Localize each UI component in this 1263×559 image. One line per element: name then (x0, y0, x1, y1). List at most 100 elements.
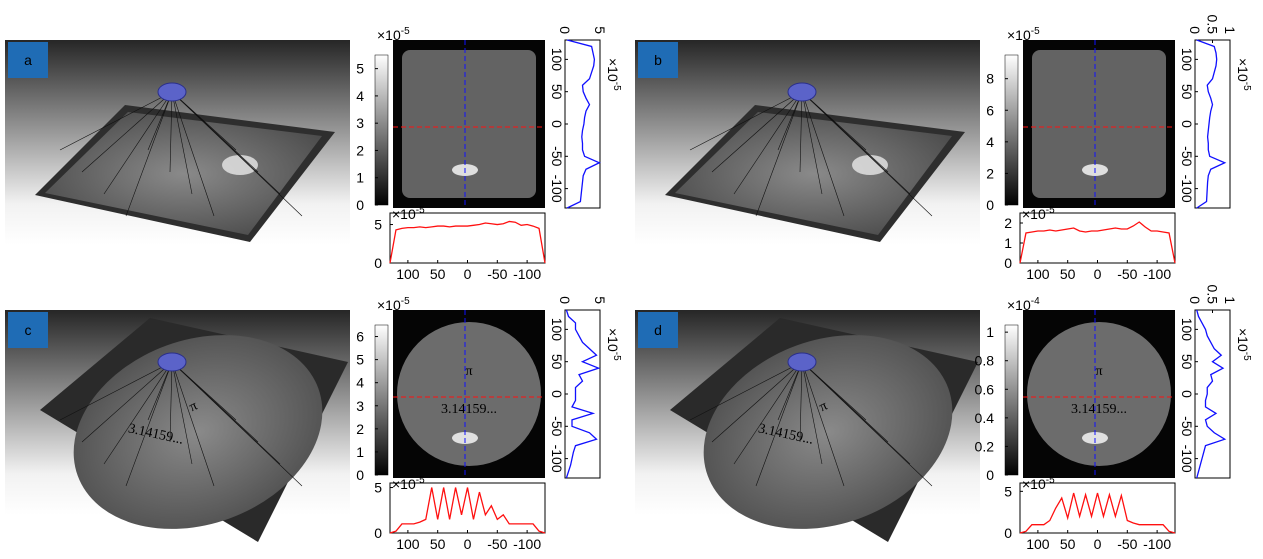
scale-power: -5 (1046, 475, 1055, 486)
profile-value-tick-label: 5 (374, 480, 382, 496)
colorbar-tick-label: 0 (356, 467, 364, 483)
scale-base: ×10 (1022, 206, 1046, 222)
profile-position-tick-label: -50 (549, 416, 565, 436)
heatmap-field (397, 322, 541, 466)
profile-position-tick-label: -100 (1179, 445, 1195, 473)
colorbar-tick-label: 2 (356, 142, 364, 158)
profile-position-tick-label: 100 (1026, 266, 1050, 282)
profile-value-tick-label: 0 (1187, 296, 1203, 304)
colorbar (1005, 55, 1018, 205)
scale-label: ×10-5 (1235, 58, 1252, 91)
colorbar-tick-label: 0 (986, 197, 994, 213)
profile-position-tick-label: 50 (549, 354, 565, 370)
scale-base: ×10 (605, 328, 621, 352)
profile-position-tick-label: 50 (430, 266, 446, 282)
colorbar (1005, 325, 1018, 475)
scale-base: ×10 (1235, 328, 1251, 352)
profile-position-tick-label: 50 (1060, 536, 1076, 552)
profile-position-tick-label: 0 (1179, 120, 1195, 128)
heatmap-text: π (465, 364, 472, 379)
profile-position-tick-label: -50 (549, 146, 565, 166)
profile-value-tick-label: 5 (1004, 483, 1012, 499)
heatmap-text: 3.14159... (441, 402, 497, 417)
colorbar-tick-label: 3 (356, 115, 364, 131)
heatmap-field (402, 50, 536, 198)
scale-label: ×10-5 (605, 328, 622, 361)
render-bump (852, 155, 888, 175)
render-source (158, 83, 186, 101)
colorbar-tick-label: 1 (356, 170, 364, 186)
profile-position-tick-label: 100 (396, 536, 420, 552)
scale-power: -5 (1241, 352, 1252, 361)
scale-power: -4 (1031, 296, 1040, 307)
render-source (158, 353, 186, 371)
colorbar-tick-label: 0.2 (975, 438, 995, 454)
render-source (788, 353, 816, 371)
colorbar-tick-label: 4 (356, 375, 364, 391)
profile-value-tick-label: 2 (1004, 215, 1012, 231)
profile-position-tick-label: 100 (396, 266, 420, 282)
colorbar-tick-label: 1 (356, 444, 364, 460)
scale-base: ×10 (1022, 476, 1046, 492)
scale-label: ×10-5 (605, 58, 622, 91)
profile-position-tick-label: -50 (1117, 536, 1137, 552)
scale-label: ×10-5 (392, 475, 425, 492)
colorbar-tick-label: 5 (356, 61, 364, 77)
profile-position-tick-label: 50 (549, 84, 565, 100)
heatmap-text: π (1095, 364, 1102, 379)
profile-position-tick-label: -100 (513, 266, 541, 282)
profile-position-tick-label: 0 (549, 120, 565, 128)
profile-position-tick-label: -100 (1143, 266, 1171, 282)
scale-label: ×10-5 (392, 205, 425, 222)
scale-base: ×10 (392, 206, 416, 222)
colorbar-tick-label: 2 (356, 421, 364, 437)
profile-line (390, 488, 545, 533)
profile-value-tick-label: 1 (1222, 26, 1238, 34)
profile-value-tick-label: 0 (1187, 26, 1203, 34)
scale-label: ×10-5 (1022, 205, 1055, 222)
colorbar-tick-label: 6 (986, 102, 994, 118)
panel-label: b (654, 52, 662, 68)
profile-value-tick-label: 0 (1004, 255, 1012, 271)
heatmap-text: 3.14159... (1071, 402, 1127, 417)
profile-position-tick-label: -100 (1179, 175, 1195, 203)
profile-line (1020, 493, 1175, 533)
profile-position-tick-label: -100 (549, 445, 565, 473)
scale-power: -5 (401, 26, 410, 37)
profile-value-tick-label: 0 (374, 525, 382, 541)
profile-position-tick-label: 100 (1179, 48, 1195, 72)
profile-value-tick-label: 0 (557, 296, 573, 304)
colorbar-tick-label: 0 (986, 467, 994, 483)
colorbar-tick-label: 0.6 (975, 381, 995, 397)
profile-value-tick-label: 0 (557, 26, 573, 34)
colorbar-tick-label: 5 (356, 352, 364, 368)
profile-value-tick-label: 0.5 (1205, 285, 1221, 305)
panel-label: c (25, 322, 32, 338)
profile-position-tick-label: -50 (487, 536, 507, 552)
scale-base: ×10 (392, 476, 416, 492)
profile-box (1195, 40, 1230, 208)
profile-position-tick-label: 0 (464, 266, 472, 282)
colorbar-tick-label: 4 (986, 134, 994, 150)
profile-value-tick-label: 5 (592, 296, 608, 304)
profile-box (565, 310, 600, 478)
colorbar-tick-label: 0.8 (975, 353, 995, 369)
colorbar-tick-label: 4 (356, 88, 364, 104)
profile-position-tick-label: -50 (1179, 146, 1195, 166)
profile-value-tick-label: 1 (1222, 296, 1238, 304)
profile-position-tick-label: 100 (1026, 536, 1050, 552)
profile-line (1020, 222, 1175, 263)
colorbar-tick-label: 6 (356, 329, 364, 345)
colorbar-tick-label: 1 (986, 324, 994, 340)
profile-line (390, 221, 545, 263)
panel-label: d (654, 322, 662, 338)
scale-power: -5 (416, 475, 425, 486)
profile-position-tick-label: 50 (1179, 354, 1195, 370)
scale-power: -5 (401, 296, 410, 307)
profile-position-tick-label: -100 (513, 536, 541, 552)
profile-position-tick-label: 100 (549, 48, 565, 72)
figure: a012345×10-505100500-50-100×10-505100500… (0, 0, 1263, 559)
profile-position-tick-label: 100 (549, 318, 565, 342)
profile-position-tick-label: -100 (1143, 536, 1171, 552)
profile-position-tick-label: 0 (1094, 266, 1102, 282)
